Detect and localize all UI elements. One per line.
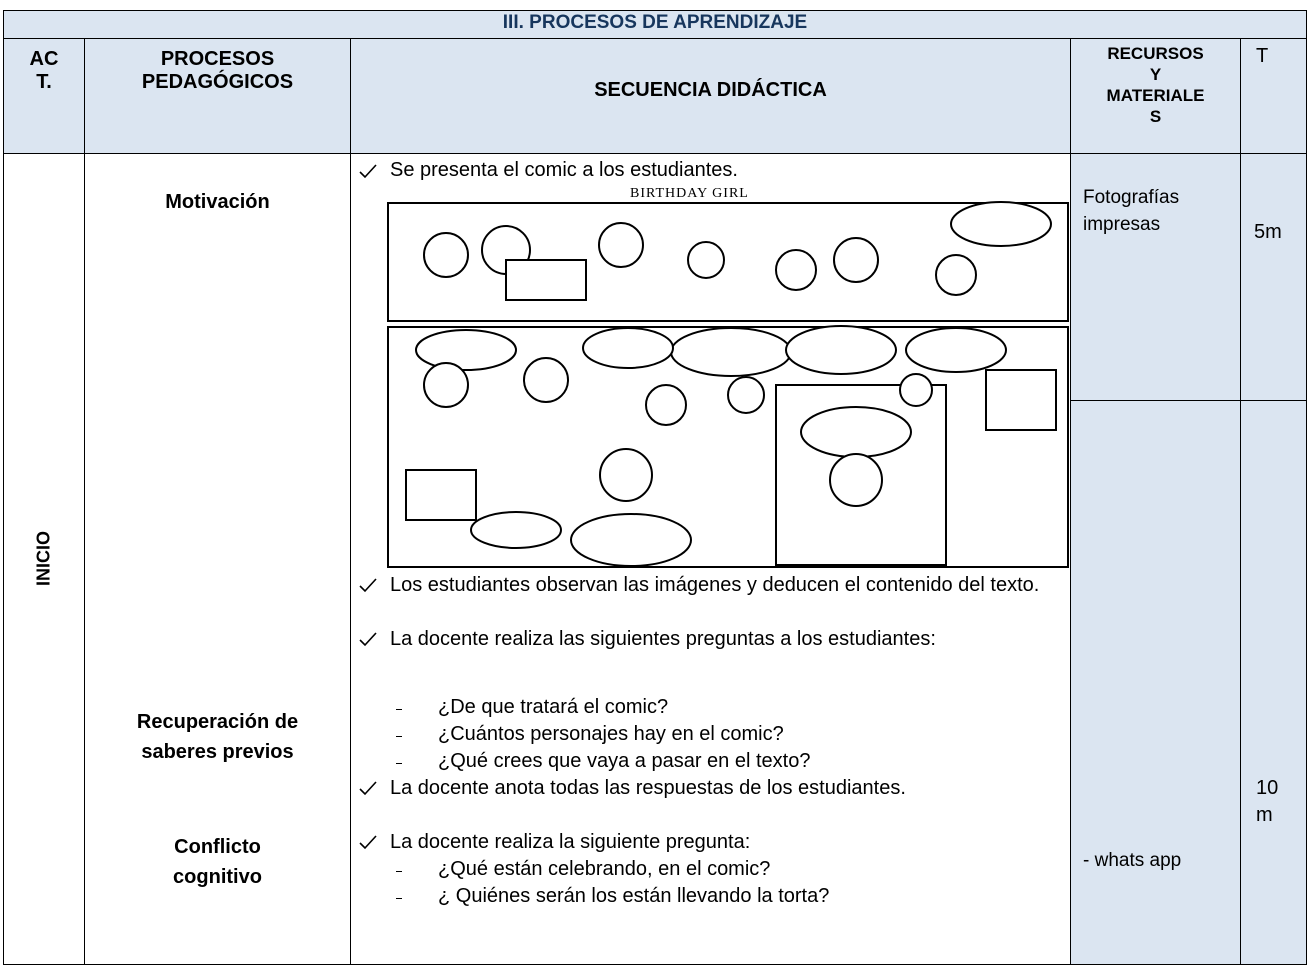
sub-item: ¿Qué están celebrando, en el comic? [438, 858, 771, 880]
line: T [1256, 45, 1269, 67]
dash [396, 736, 402, 737]
line: Y [1149, 65, 1162, 84]
check [359, 164, 377, 179]
line: Recuperación de [136, 711, 299, 733]
dash [396, 898, 402, 899]
time: 5m [1254, 221, 1282, 243]
time-cell [1240, 153, 1307, 401]
line: S [1149, 107, 1162, 126]
time-cell [1240, 400, 1307, 965]
col-title: RECURSOS Y MATERIALE S [1070, 43, 1241, 127]
activity: INICIO [33, 531, 54, 587]
time: 10 m [1256, 777, 1279, 826]
resource-cell [1070, 400, 1241, 965]
line: PROCESOS [160, 48, 275, 70]
col-head [1070, 38, 1241, 154]
check [359, 835, 377, 850]
line: SECUENCIA DIDÁCTICA [594, 79, 827, 101]
col-title: PROCESOS PEDAGÓGICOS [84, 48, 351, 94]
sub-item: ¿Qué crees que vaya a pasar en el texto? [438, 750, 811, 772]
line: PEDAGÓGICOS [141, 71, 294, 93]
resource: - whats app [1083, 850, 1182, 871]
resource-cell [1070, 153, 1241, 401]
line: AC [29, 48, 59, 70]
dash [396, 709, 402, 710]
line: RECURSOS [1107, 44, 1204, 63]
comic-title: BIRTHDAY GIRL [630, 186, 749, 201]
sub-item: ¿Cuántos personajes hay en el comic? [438, 723, 784, 745]
col-title: AC T. [3, 48, 85, 94]
sub-item: ¿ Quiénes serán los están llevando la to… [438, 885, 830, 907]
title: III. PROCESOS DE APRENDIZAJE [502, 12, 808, 33]
check [359, 578, 377, 593]
line: Conflicto [174, 836, 261, 858]
col-head [3, 38, 85, 154]
item: La docente realiza las siguientes pregun… [390, 628, 936, 650]
check [359, 781, 377, 796]
col-title: SECUENCIA DIDÁCTICA [350, 79, 1071, 102]
line: cognitivo [173, 866, 262, 888]
line: T. [36, 71, 52, 93]
item: Los estudiantes observan las imágenes y … [390, 574, 1040, 596]
process: Recuperación de saberes previos [84, 707, 351, 767]
line: saberes previos [141, 741, 294, 763]
check [359, 632, 377, 647]
item: La docente realiza la siguiente pregunta… [390, 831, 751, 853]
dash [396, 763, 402, 764]
sub-item: ¿De que tratará el comic? [438, 696, 669, 718]
col-head [350, 38, 1071, 154]
line: Motivación [165, 191, 270, 213]
resource: Fotografías impresas [1083, 187, 1180, 235]
line: MATERIALE [1106, 86, 1205, 105]
process: Motivación [84, 187, 351, 217]
comic [387, 201, 1069, 568]
dash [396, 871, 402, 872]
process: Conflicto cognitivo [84, 832, 351, 892]
col-title: T [1256, 45, 1268, 68]
intro: Se presenta el comic a los estudiantes. [390, 159, 738, 181]
col-head [1240, 38, 1307, 154]
item: La docente anota todas las respuestas de… [390, 777, 906, 799]
